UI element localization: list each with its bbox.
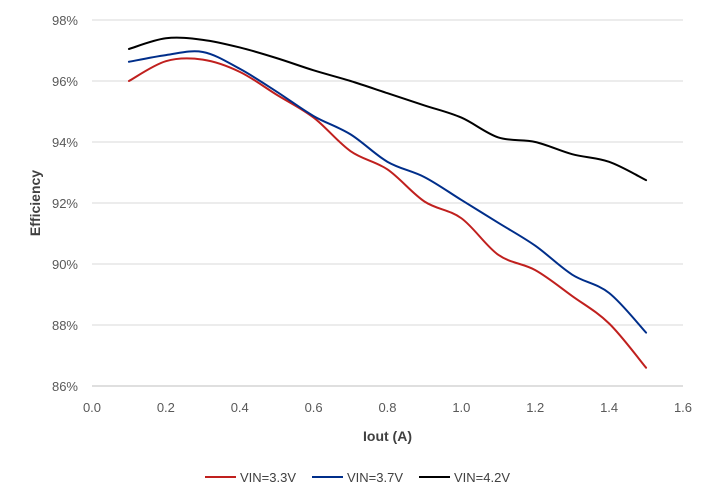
x-tick-label: 1.4: [600, 400, 618, 415]
x-tick-label: 0.8: [378, 400, 396, 415]
x-axis-title: Iout (A): [363, 428, 412, 444]
x-tick-label: 1.0: [452, 400, 470, 415]
y-axis-title: Efficiency: [27, 170, 43, 236]
x-tick-label: 0.6: [305, 400, 323, 415]
x-tick-label: 0.2: [157, 400, 175, 415]
x-tick-label: 0.0: [83, 400, 101, 415]
series-lines: [127, 36, 648, 369]
legend-label: VIN=3.7V: [347, 470, 403, 485]
y-tick-label: 96%: [52, 74, 78, 89]
legend-label: VIN=3.3V: [240, 470, 296, 485]
legend: VIN=3.3V VIN=3.7V VIN=4.2V: [205, 470, 510, 485]
x-tick-label: 0.4: [231, 400, 249, 415]
x-tick-labels: 0.0 0.2 0.4 0.6 0.8 1.0 1.2 1.4 1.6: [83, 400, 692, 415]
x-tick-label: 1.6: [674, 400, 692, 415]
series-line-0: [127, 57, 648, 369]
x-tick-label: 1.2: [526, 400, 544, 415]
y-tick-label: 92%: [52, 196, 78, 211]
y-tick-label: 90%: [52, 257, 78, 272]
y-tick-label: 88%: [52, 318, 78, 333]
legend-label: VIN=4.2V: [454, 470, 510, 485]
y-tick-label: 98%: [52, 13, 78, 28]
y-tick-labels: 86% 88% 90% 92% 94% 96% 98%: [52, 13, 78, 394]
series-line-1: [127, 50, 648, 334]
gridlines: [92, 19, 683, 326]
y-tick-label: 86%: [52, 379, 78, 394]
y-tick-label: 94%: [52, 135, 78, 150]
series-line-2: [127, 36, 648, 182]
